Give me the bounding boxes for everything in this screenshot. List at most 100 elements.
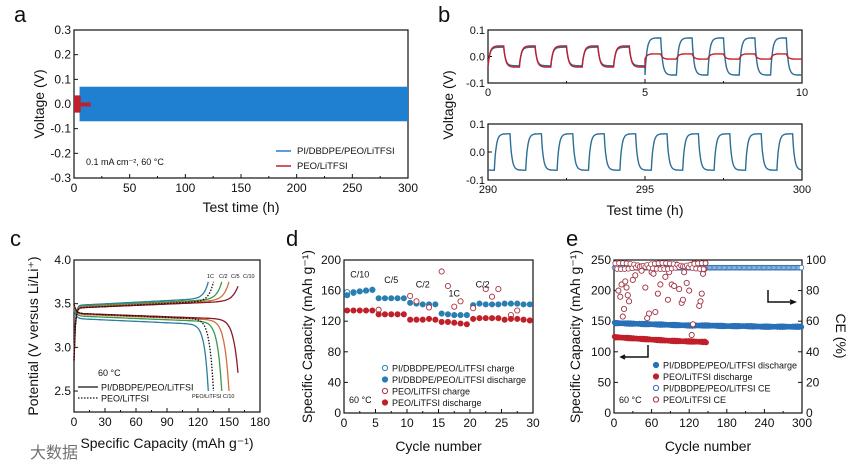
x-tick-label: 0 [71,415,78,429]
data-point [476,300,483,307]
x-tick-label: 200 [287,181,307,195]
discharge-curve [73,304,239,373]
y-axis-label: Voltage (V) [31,69,47,138]
chart-b-top: 0 5 10 -0.1 0.0 0.1 [466,25,808,99]
y-tick-label: 200 [591,284,611,298]
data-point [683,279,690,287]
legend-label: PEO/LiTFSI discharge [392,398,482,408]
x-tick-label: 120 [679,416,699,430]
charge-curve [73,281,230,360]
data-point [432,301,439,308]
y-axis-label: Voltage (V) [440,70,456,139]
x-tick-label: 0 [71,181,78,195]
data-point [798,264,805,271]
panel-letter: a [14,2,27,27]
data-point [457,312,464,319]
data-point [407,292,414,300]
chart-b-bottom: 290 295 300 -0.1 0.0 0.1 Test time (h) Voltage … [440,70,811,218]
data-point [501,300,508,307]
y-tick-label: 3.5 [54,297,71,311]
data-point [488,293,496,300]
x-axis-label: Specific Capacity (mAh g⁻¹) [80,435,253,451]
chart-c: 0 30 60 90 120 150 180 2.5 3.0 3.5 4.0 Specific Cap… [25,253,270,451]
legend-marker [652,373,660,380]
data-point [620,305,628,313]
data-point [463,312,470,319]
x-tick-label: 150 [231,181,251,195]
x-tick-label: 30 [98,415,112,429]
rate-label: C/2 [219,274,228,280]
data-point [629,276,636,283]
x-tick-label: 295 [636,184,654,196]
y-tick-label: -0.1 [466,175,485,187]
y2-tick-label: 60 [806,314,820,328]
legend-marker [381,399,389,406]
y-tick-label: 200 [321,253,341,267]
data-point [623,284,630,291]
chart-d: 0 5 10 15 20 25 30 0 40 80 120 160 200 Cycle number Sp… [299,250,540,454]
data-point [413,316,420,323]
data-point [686,287,693,294]
data-point [444,282,452,290]
y-tick-label: 150 [591,314,611,328]
data-point [356,307,363,314]
legend-label: PI/DBDPE/PEO/LiTFSI discharge [392,375,526,385]
x-tick-label: 90 [160,415,174,429]
data-point [526,317,533,324]
legend-marker [381,364,389,372]
data-point [642,284,649,291]
x-tick-label: 0 [611,416,618,430]
legend-marker [381,387,389,395]
discharge-curve [73,305,230,392]
data-point [425,315,433,322]
rate-label: C/10 [350,270,369,280]
rate-label: C/5 [231,274,240,280]
x-tick-label: 60 [645,416,659,430]
data-point [482,315,489,322]
data-point [457,298,464,305]
data-point [514,300,521,307]
rate-label: C/2 [416,280,430,290]
watermark: 大数据 [30,443,78,462]
x-tick-label: 240 [754,416,774,430]
y-tick-label: 0.1 [54,72,71,86]
series-line-pi-dbdpe [487,37,802,76]
y-tick-label: 0 [604,406,611,420]
series-line-pi-dbdpe [488,133,803,171]
right-axis-arrow [767,290,798,305]
y-tick-label: 0.2 [54,48,71,62]
data-point [438,310,445,317]
panel-letter: e [566,226,578,251]
legend-label: PI/DBDPE/PEO/LiTFSI discharge [663,361,797,371]
x-tick-label: 10 [400,416,414,430]
y-tick-label: 0.3 [54,23,71,37]
temperature-label: 60 °C [619,395,642,405]
data-point [413,298,420,305]
x-tick-label: 15 [432,416,446,430]
data-point [369,307,376,314]
data-point [657,281,664,288]
data-point [388,295,395,302]
rate-label: PEO/LiTFSI C/10 [192,394,235,400]
data-point [652,308,659,316]
arrowhead-icon [619,354,626,360]
data-point [482,286,489,293]
y-tick-label: 0.0 [470,147,485,159]
data-point [419,316,426,323]
data-point [654,290,661,297]
y2-tick-label: 40 [806,345,820,359]
data-point [495,286,502,293]
legend-marker [381,376,389,383]
legend-label: PEO/LiTFSI CE [663,395,726,405]
data-point [400,295,407,302]
y2-tick-label: 100 [806,253,826,267]
data-point [520,316,527,323]
charge-curve [73,281,223,359]
panel-letter: d [286,226,298,251]
legend-label: PI/DBDPE/PEO/LiTFSI CE [663,384,771,394]
legend-label: PI/DBDPE/PEO/LiTFSI [101,383,194,393]
data-point [419,301,426,308]
data-point [375,295,382,302]
